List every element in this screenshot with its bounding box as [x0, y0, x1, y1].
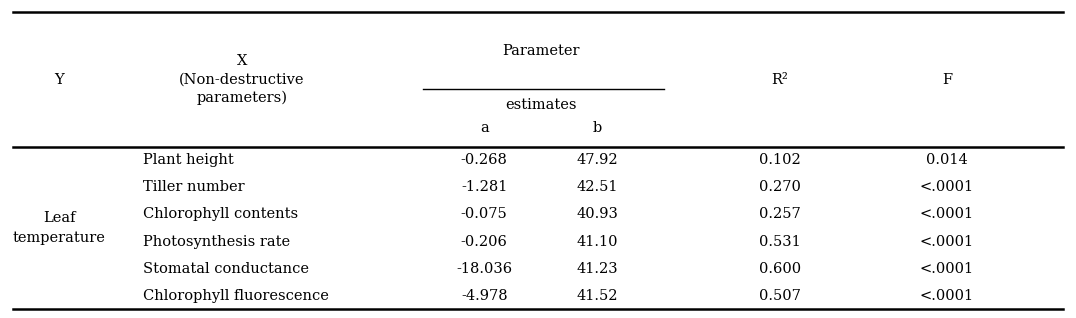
Text: 42.51: 42.51	[577, 180, 618, 195]
Text: Tiller number: Tiller number	[143, 180, 244, 195]
Text: <.0001: <.0001	[920, 261, 974, 276]
Text: Plant height: Plant height	[143, 153, 233, 168]
Text: -0.206: -0.206	[461, 234, 508, 249]
Text: Stomatal conductance: Stomatal conductance	[143, 261, 309, 276]
Text: -18.036: -18.036	[456, 261, 512, 276]
Text: 0.257: 0.257	[760, 207, 801, 222]
Text: <.0001: <.0001	[920, 207, 974, 222]
Text: 41.23: 41.23	[577, 261, 618, 276]
Text: Y: Y	[54, 73, 65, 86]
Text: 0.102: 0.102	[760, 153, 801, 168]
Text: X
(Non-destructive
parameters): X (Non-destructive parameters)	[180, 54, 305, 105]
Text: 0.507: 0.507	[760, 288, 801, 303]
Text: Leaf
temperature: Leaf temperature	[13, 211, 105, 245]
Text: estimates: estimates	[505, 98, 577, 112]
Text: <.0001: <.0001	[920, 180, 974, 195]
Text: 0.270: 0.270	[760, 180, 801, 195]
Text: b: b	[593, 121, 601, 135]
Text: -0.075: -0.075	[461, 207, 508, 222]
Text: -4.978: -4.978	[461, 288, 508, 303]
Text: R²: R²	[771, 73, 789, 86]
Text: Chlorophyll fluorescence: Chlorophyll fluorescence	[143, 288, 329, 303]
Text: 0.014: 0.014	[926, 153, 967, 168]
Text: 0.531: 0.531	[760, 234, 801, 249]
Text: 41.52: 41.52	[577, 288, 618, 303]
Text: 0.600: 0.600	[759, 261, 802, 276]
Text: a: a	[480, 121, 489, 135]
Text: 47.92: 47.92	[577, 153, 618, 168]
Text: <.0001: <.0001	[920, 234, 974, 249]
Text: Photosynthesis rate: Photosynthesis rate	[143, 234, 291, 249]
Text: 40.93: 40.93	[577, 207, 618, 222]
Text: Parameter: Parameter	[501, 44, 580, 58]
Text: Chlorophyll contents: Chlorophyll contents	[143, 207, 298, 222]
Text: F: F	[942, 73, 952, 86]
Text: -0.268: -0.268	[461, 153, 508, 168]
Text: -1.281: -1.281	[461, 180, 508, 195]
Text: 41.10: 41.10	[577, 234, 618, 249]
Text: <.0001: <.0001	[920, 288, 974, 303]
